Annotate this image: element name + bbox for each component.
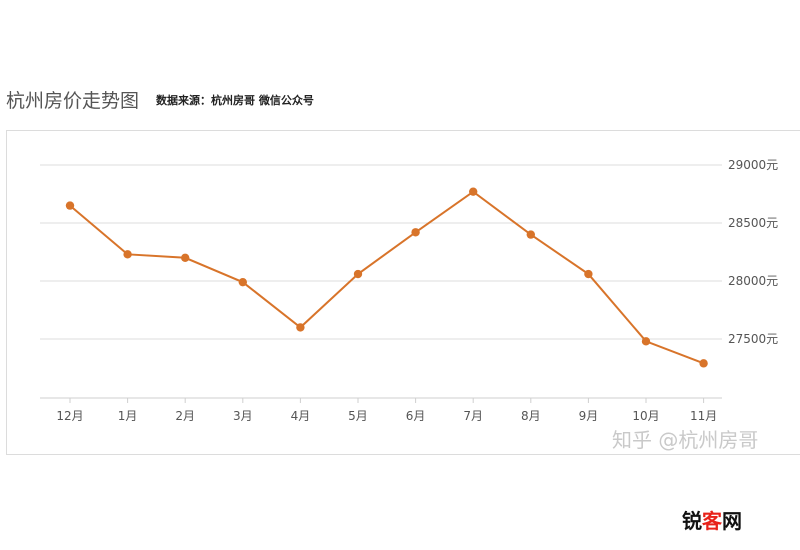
x-tick-label: 1月 xyxy=(118,409,138,423)
data-point-8月 xyxy=(526,230,535,239)
data-point-12月 xyxy=(65,201,75,210)
x-tick-label: 12月 xyxy=(56,409,83,423)
data-point-1月 xyxy=(123,250,132,259)
data-point-4月 xyxy=(296,323,305,332)
chart-title: 杭州房价走势图 xyxy=(6,90,140,112)
x-tick-label: 3月 xyxy=(233,409,253,423)
data-point-5月 xyxy=(353,269,363,279)
x-tick-label: 11月 xyxy=(690,409,717,423)
data-point-2月 xyxy=(181,253,190,262)
data-point-3月 xyxy=(238,277,247,287)
series-line xyxy=(69,190,704,365)
y-tick-label: 28000元 xyxy=(728,274,778,288)
zhihu-watermark: 知乎 @杭州房哥 xyxy=(612,428,759,452)
x-tick-label: 6月 xyxy=(406,409,426,423)
data-point-7月 xyxy=(469,187,478,196)
x-tick-label: 9月 xyxy=(579,409,599,423)
y-tick-label: 27500元 xyxy=(728,332,778,346)
data-point-11月 xyxy=(699,359,708,368)
x-tick-label: 2月 xyxy=(175,409,195,423)
data-point-10月 xyxy=(641,337,651,346)
data-point-9月 xyxy=(584,269,593,279)
y-tick-label: 29000元 xyxy=(728,158,778,172)
data-source-note: 数据来源：杭州房哥 微信公众号 xyxy=(156,94,314,107)
x-tick-label: 10月 xyxy=(632,409,659,423)
brand-logo: 锐客网 xyxy=(678,503,746,536)
x-tick-label: 8月 xyxy=(521,409,541,423)
x-tick-label: 5月 xyxy=(348,409,368,423)
data-point-6月 xyxy=(411,228,420,237)
x-tick-label: 7月 xyxy=(463,409,483,423)
x-tick-label: 4月 xyxy=(291,409,311,423)
y-tick-label: 28500元 xyxy=(728,216,778,230)
chart-frame xyxy=(6,130,800,455)
